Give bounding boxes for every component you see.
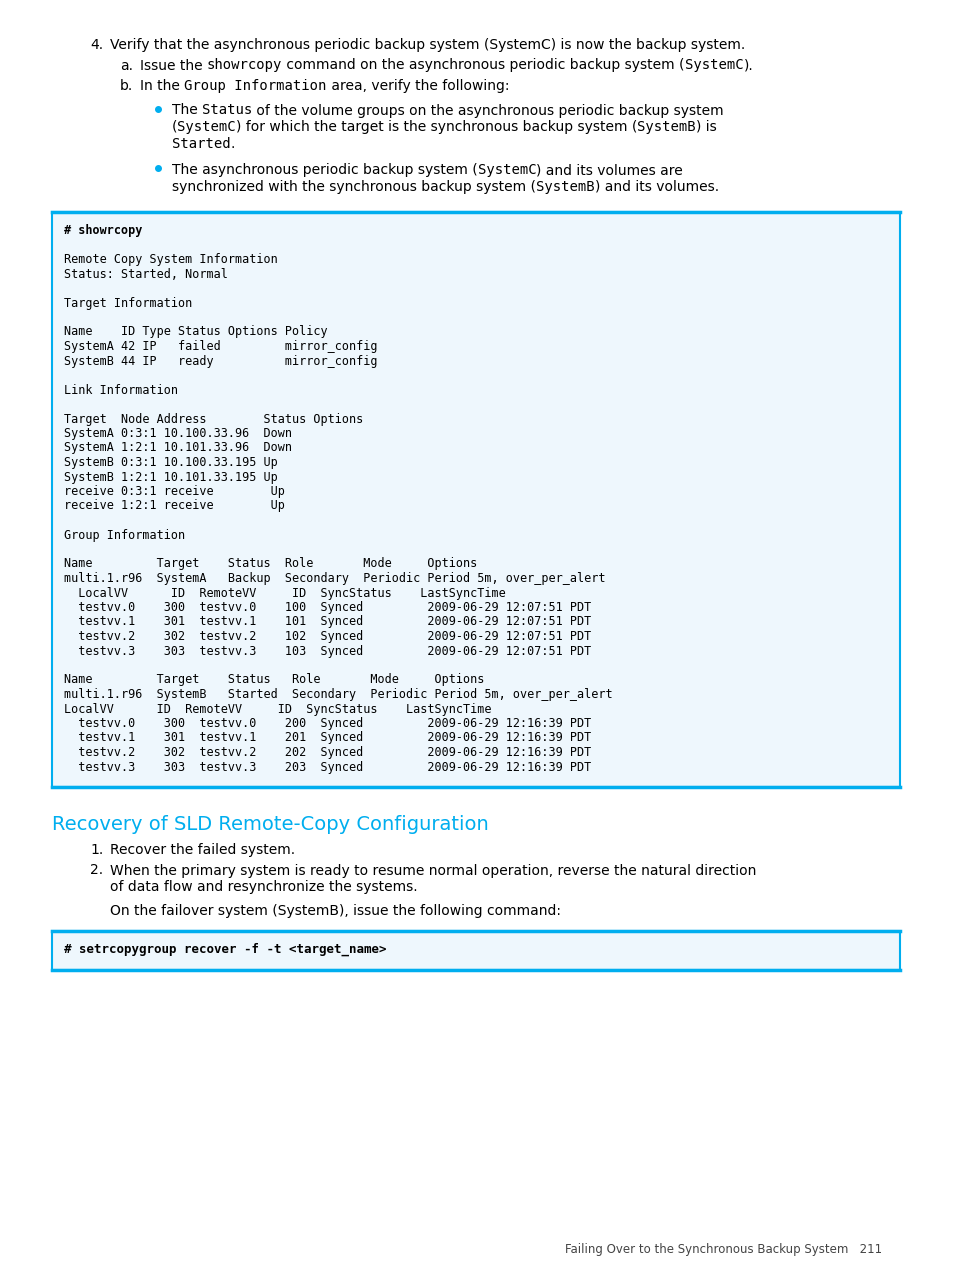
Text: Issue the: Issue the bbox=[140, 58, 207, 72]
Text: Link Information: Link Information bbox=[64, 384, 178, 397]
Text: Recover the failed system.: Recover the failed system. bbox=[110, 843, 294, 857]
Text: SystemC: SystemC bbox=[684, 58, 742, 72]
Text: b.: b. bbox=[120, 79, 133, 93]
Text: Name    ID Type Status Options Policy: Name ID Type Status Options Policy bbox=[64, 325, 327, 338]
Text: ) and its volumes are: ) and its volumes are bbox=[536, 163, 682, 177]
Text: ) for which the target is the synchronous backup system (: ) for which the target is the synchronou… bbox=[236, 119, 637, 133]
Text: 2.: 2. bbox=[90, 863, 103, 877]
Text: testvv.2    302  testvv.2    202  Synced         2009-06-29 12:16:39 PDT: testvv.2 302 testvv.2 202 Synced 2009-06… bbox=[64, 746, 591, 759]
Text: Target Information: Target Information bbox=[64, 296, 193, 310]
Text: synchronized with the synchronous backup system (: synchronized with the synchronous backup… bbox=[172, 179, 536, 193]
Text: SystemB 1:2:1 10.101.33.195 Up: SystemB 1:2:1 10.101.33.195 Up bbox=[64, 470, 277, 483]
Text: testvv.0    300  testvv.0    200  Synced         2009-06-29 12:16:39 PDT: testvv.0 300 testvv.0 200 Synced 2009-06… bbox=[64, 717, 591, 730]
Text: SystemA 42 IP   failed         mirror_config: SystemA 42 IP failed mirror_config bbox=[64, 341, 377, 353]
Text: SystemB: SystemB bbox=[536, 179, 594, 193]
Text: testvv.1    301  testvv.1    201  Synced         2009-06-29 12:16:39 PDT: testvv.1 301 testvv.1 201 Synced 2009-06… bbox=[64, 732, 591, 745]
FancyBboxPatch shape bbox=[52, 930, 899, 970]
Text: SystemC: SystemC bbox=[477, 163, 536, 177]
Text: Group Information: Group Information bbox=[64, 529, 185, 541]
Text: .: . bbox=[231, 136, 234, 150]
Text: Group Information: Group Information bbox=[184, 79, 326, 93]
Text: receive 0:3:1 receive        Up: receive 0:3:1 receive Up bbox=[64, 486, 285, 498]
Text: SystemA 1:2:1 10.101.33.96  Down: SystemA 1:2:1 10.101.33.96 Down bbox=[64, 441, 292, 455]
Text: command on the asynchronous periodic backup system (: command on the asynchronous periodic bac… bbox=[282, 58, 684, 72]
Text: testvv.3    303  testvv.3    203  Synced         2009-06-29 12:16:39 PDT: testvv.3 303 testvv.3 203 Synced 2009-06… bbox=[64, 760, 591, 774]
Text: 4.: 4. bbox=[90, 38, 103, 52]
Text: 1.: 1. bbox=[90, 843, 103, 857]
Text: Failing Over to the Synchronous Backup System   211: Failing Over to the Synchronous Backup S… bbox=[564, 1243, 882, 1256]
Text: ).: ). bbox=[742, 58, 753, 72]
Text: # showrcopy: # showrcopy bbox=[64, 224, 142, 236]
Text: Target  Node Address        Status Options: Target Node Address Status Options bbox=[64, 413, 363, 426]
Text: Recovery of SLD Remote-Copy Configuration: Recovery of SLD Remote-Copy Configuratio… bbox=[52, 815, 488, 834]
Text: On the failover system (SystemB), issue the following command:: On the failover system (SystemB), issue … bbox=[110, 905, 560, 919]
Text: SystemB: SystemB bbox=[637, 119, 696, 133]
Text: Status: Status bbox=[202, 103, 253, 117]
Text: SystemB 0:3:1 10.100.33.195 Up: SystemB 0:3:1 10.100.33.195 Up bbox=[64, 456, 277, 469]
Text: The asynchronous periodic backup system (: The asynchronous periodic backup system … bbox=[172, 163, 477, 177]
Text: receive 1:2:1 receive        Up: receive 1:2:1 receive Up bbox=[64, 500, 285, 512]
Text: The: The bbox=[172, 103, 202, 117]
Text: of the volume groups on the asynchronous periodic backup system: of the volume groups on the asynchronous… bbox=[253, 103, 723, 117]
Text: LocalVV      ID  RemoteVV     ID  SyncStatus    LastSyncTime: LocalVV ID RemoteVV ID SyncStatus LastSy… bbox=[64, 586, 505, 600]
Text: testvv.1    301  testvv.1    101  Synced         2009-06-29 12:07:51 PDT: testvv.1 301 testvv.1 101 Synced 2009-06… bbox=[64, 615, 591, 628]
Text: showrcopy: showrcopy bbox=[207, 58, 282, 72]
Text: Verify that the asynchronous periodic backup system (SystemC) is now the backup : Verify that the asynchronous periodic ba… bbox=[110, 38, 744, 52]
Text: Remote Copy System Information: Remote Copy System Information bbox=[64, 253, 277, 266]
Text: LocalVV      ID  RemoteVV     ID  SyncStatus    LastSyncTime: LocalVV ID RemoteVV ID SyncStatus LastSy… bbox=[64, 703, 491, 716]
Text: ) is: ) is bbox=[696, 119, 716, 133]
Text: ) and its volumes.: ) and its volumes. bbox=[594, 179, 718, 193]
Text: When the primary system is ready to resume normal operation, reverse the natural: When the primary system is ready to resu… bbox=[110, 863, 756, 877]
Text: # setrcopygroup recover -f -t <target_name>: # setrcopygroup recover -f -t <target_na… bbox=[64, 943, 386, 956]
Text: of data flow and resynchronize the systems.: of data flow and resynchronize the syste… bbox=[110, 880, 417, 894]
FancyBboxPatch shape bbox=[52, 212, 899, 787]
Text: SystemA 0:3:1 10.100.33.96  Down: SystemA 0:3:1 10.100.33.96 Down bbox=[64, 427, 292, 440]
Text: testvv.3    303  testvv.3    103  Synced         2009-06-29 12:07:51 PDT: testvv.3 303 testvv.3 103 Synced 2009-06… bbox=[64, 644, 591, 657]
Text: Status: Started, Normal: Status: Started, Normal bbox=[64, 267, 228, 281]
Text: multi.1.r96  SystemB   Started  Secondary  Periodic Period 5m, over_per_alert: multi.1.r96 SystemB Started Secondary Pe… bbox=[64, 688, 612, 702]
Text: Started: Started bbox=[172, 136, 231, 150]
Text: SystemC: SystemC bbox=[177, 119, 236, 133]
Text: area, verify the following:: area, verify the following: bbox=[326, 79, 509, 93]
Text: SystemB 44 IP   ready          mirror_config: SystemB 44 IP ready mirror_config bbox=[64, 355, 377, 367]
Text: Name         Target    Status  Role       Mode     Options: Name Target Status Role Mode Options bbox=[64, 558, 476, 571]
Text: In the: In the bbox=[140, 79, 184, 93]
Text: (: ( bbox=[172, 119, 177, 133]
Text: testvv.2    302  testvv.2    102  Synced         2009-06-29 12:07:51 PDT: testvv.2 302 testvv.2 102 Synced 2009-06… bbox=[64, 630, 591, 643]
Text: multi.1.r96  SystemA   Backup  Secondary  Periodic Period 5m, over_per_alert: multi.1.r96 SystemA Backup Secondary Per… bbox=[64, 572, 605, 585]
Text: Name         Target    Status   Role       Mode     Options: Name Target Status Role Mode Options bbox=[64, 674, 484, 686]
Text: a.: a. bbox=[120, 58, 132, 72]
Text: testvv.0    300  testvv.0    100  Synced         2009-06-29 12:07:51 PDT: testvv.0 300 testvv.0 100 Synced 2009-06… bbox=[64, 601, 591, 614]
